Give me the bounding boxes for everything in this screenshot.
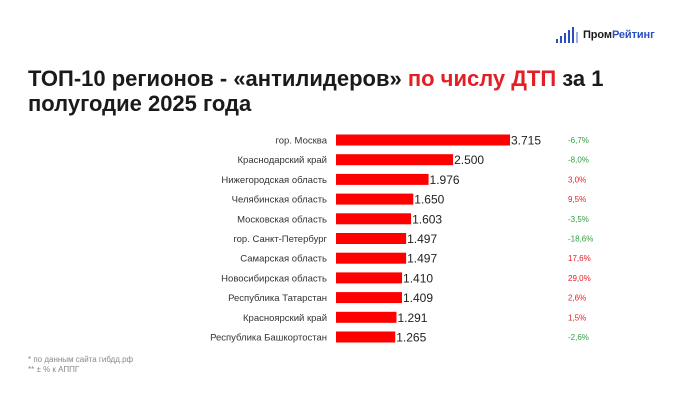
change-label: 1,5% [568, 313, 586, 322]
change-label: -18,6% [568, 235, 593, 244]
category-label: Нижегородская область [221, 175, 327, 186]
logo-text: ПромРейтинг [583, 29, 655, 41]
title-part1: ТОП-10 регионов - «антилидеров» [28, 66, 408, 91]
value-label: 1.291 [397, 311, 427, 325]
footnote-change: ** ± % к АППГ [28, 365, 80, 374]
value-label: 1.497 [407, 252, 437, 266]
bar [336, 154, 454, 166]
value-label: 1.650 [414, 193, 444, 207]
value-label: 1.410 [403, 271, 433, 285]
category-label: гор. Москва [275, 136, 327, 147]
category-label: Красноярский край [243, 313, 327, 324]
title-highlight: по числу ДТП [407, 66, 557, 91]
category-label: Республика Башкортостан [210, 333, 327, 344]
bar [336, 134, 510, 146]
category-label: Челябинская область [232, 195, 327, 206]
value-label: 3.715 [511, 134, 541, 148]
change-label: 2,6% [568, 294, 586, 303]
bar-chart-icon [556, 27, 578, 43]
category-label: Московская область [237, 214, 327, 225]
value-label: 1.265 [396, 331, 426, 345]
bar [336, 311, 397, 323]
bar [336, 213, 412, 225]
change-label: -2,6% [568, 333, 589, 342]
change-label: 3,0% [568, 175, 586, 184]
bar [336, 292, 402, 304]
footnote-source: * по данным сайта гибдд.рф [28, 355, 134, 364]
category-label: Новосибирская область [221, 273, 327, 284]
category-label: Республика Татарстан [228, 293, 327, 304]
category-label: Краснодарский край [238, 155, 327, 166]
logo-name-part1: Пром [583, 29, 612, 41]
bar-chart: гор. Москва 3.715 -6,7% Краснодарский край 2… [210, 134, 593, 345]
footnotes: * по данным сайта гибдд.рф ** ± % к АППГ [28, 355, 133, 375]
value-label: 2.500 [454, 153, 484, 167]
bar [336, 233, 407, 244]
bar [336, 252, 407, 264]
category-label: Самарская область [240, 254, 327, 265]
change-label: -8,0% [568, 156, 589, 165]
value-label: 1.603 [412, 212, 442, 226]
bar [336, 173, 429, 185]
change-label: -3,5% [568, 215, 589, 224]
logo-name-part2: Рейтинг [611, 29, 655, 41]
change-label: 29,0% [568, 274, 591, 283]
change-label: -6,7% [568, 136, 589, 145]
brand-logo: ПромРейтинг [556, 27, 655, 43]
change-label: 9,5% [568, 195, 586, 204]
value-label: 1.409 [403, 291, 433, 305]
bar [336, 331, 396, 343]
category-label: гор. Санкт-Петербург [233, 234, 327, 245]
value-label: 1.497 [407, 232, 437, 246]
title-part2: за 1 полугодие 2025 года [28, 66, 604, 116]
bar [336, 272, 403, 284]
bar [336, 193, 414, 205]
page-title: ТОП-10 регионов - «антилидеров» по числу… [28, 66, 668, 116]
change-label: 17,6% [568, 254, 591, 263]
value-label: 1.976 [430, 173, 460, 187]
